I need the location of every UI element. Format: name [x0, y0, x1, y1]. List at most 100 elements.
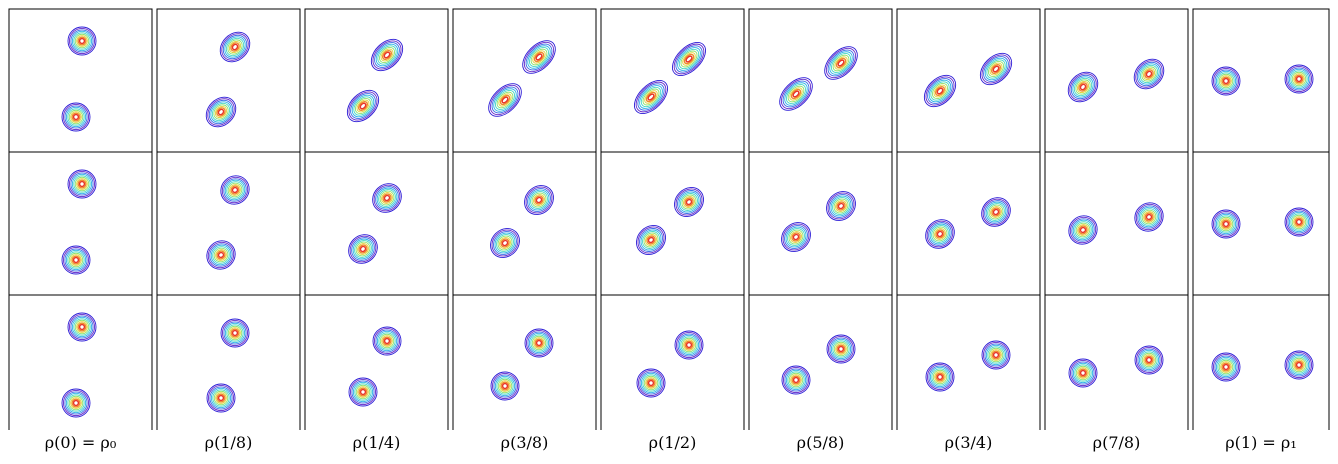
contour-line — [229, 327, 241, 339]
contour-line — [1135, 346, 1163, 374]
contour-line — [215, 249, 227, 261]
contour-line — [785, 226, 807, 248]
density-blob-upper — [1134, 345, 1164, 375]
contour-line — [217, 108, 225, 116]
panel-r1-c6 — [748, 8, 893, 153]
contour-line — [70, 111, 82, 123]
contour-line — [491, 372, 519, 400]
contour-line — [634, 80, 668, 114]
contour-line — [1135, 203, 1163, 231]
contour-line — [1078, 368, 1088, 378]
contour-line — [984, 343, 1008, 367]
contour-line — [1212, 210, 1240, 238]
contour-line — [354, 383, 372, 401]
density-blob-lower — [490, 228, 520, 258]
contour-line — [500, 381, 510, 391]
contour-line — [983, 56, 1009, 82]
contour-line — [351, 237, 375, 261]
density-blob-lower — [636, 368, 666, 398]
contour-line — [824, 46, 858, 80]
contour-line — [981, 54, 1011, 84]
panel-frame — [896, 294, 1041, 430]
contour-line — [680, 50, 698, 68]
contour-line — [645, 377, 657, 389]
contour-line — [210, 101, 232, 123]
contour-line — [1288, 354, 1310, 376]
density-blob-upper — [372, 326, 402, 356]
contour-line — [226, 324, 244, 342]
contour-line — [1291, 71, 1307, 87]
density-blob-upper — [220, 175, 250, 205]
contour-line — [530, 334, 548, 352]
contour-line — [372, 40, 402, 70]
contour-line — [1138, 63, 1160, 85]
contour-line — [1293, 216, 1305, 228]
contour-line — [532, 50, 546, 64]
contour-line — [936, 230, 944, 238]
contour-line — [533, 51, 545, 63]
contour-line — [497, 235, 513, 251]
density-blob-upper — [524, 185, 554, 215]
contour-line — [792, 376, 800, 384]
contour-line — [790, 374, 802, 386]
contour-line — [76, 178, 88, 190]
contour-line — [71, 255, 81, 265]
contour-line — [73, 32, 91, 50]
contour-line — [230, 328, 240, 338]
contour-line — [382, 193, 392, 203]
contour-line — [1077, 224, 1089, 236]
contour-line — [215, 392, 227, 404]
contour-line — [639, 85, 663, 109]
panel-r2-c6 — [748, 151, 893, 296]
contour-line — [211, 102, 231, 122]
contour-line — [784, 225, 808, 249]
panel-frame — [304, 294, 449, 430]
contour-line — [376, 330, 398, 352]
contour-line — [206, 383, 236, 413]
contour-line — [229, 184, 241, 196]
contour-line — [373, 327, 401, 355]
contour-line — [925, 362, 955, 392]
panel-r1-c2 — [156, 8, 301, 153]
contour-line — [1138, 349, 1160, 371]
contour-line — [837, 59, 845, 67]
contour-line — [67, 312, 97, 342]
contour-line — [675, 45, 703, 73]
panel-r1-c5 — [600, 8, 745, 153]
contour-line — [792, 90, 800, 98]
contour-line — [992, 65, 1000, 73]
contour-line — [1295, 75, 1303, 83]
contour-line — [989, 62, 1003, 76]
contour-line — [68, 27, 96, 55]
contour-line — [934, 371, 946, 383]
density-blob-upper — [522, 40, 556, 74]
contour-line — [1287, 353, 1311, 377]
contour-line — [827, 49, 855, 77]
panel-frame — [1044, 294, 1189, 430]
contour-line — [76, 35, 88, 47]
contour-line — [67, 26, 97, 56]
contour-line — [835, 200, 847, 212]
contour-line — [781, 222, 811, 252]
density-blob-upper — [979, 52, 1013, 86]
panel-r2-c5 — [600, 151, 745, 296]
contour-line — [64, 391, 88, 415]
contour-line — [355, 241, 371, 257]
contour-line — [381, 49, 393, 61]
contour-line — [829, 51, 853, 75]
contour-line — [208, 99, 234, 125]
contour-line — [680, 336, 698, 354]
contour-line — [535, 53, 543, 61]
contour-line — [219, 31, 251, 63]
contour-line — [357, 100, 369, 112]
contour-line — [1287, 67, 1311, 91]
contour-line — [213, 390, 229, 406]
contour-line — [1144, 69, 1154, 79]
contour-line — [70, 29, 94, 53]
contour-line — [373, 184, 401, 212]
contour-line — [357, 243, 369, 255]
contour-line — [1293, 73, 1305, 85]
contour-line — [836, 201, 846, 211]
density-blob-upper — [67, 26, 97, 56]
contour-line — [74, 319, 90, 335]
